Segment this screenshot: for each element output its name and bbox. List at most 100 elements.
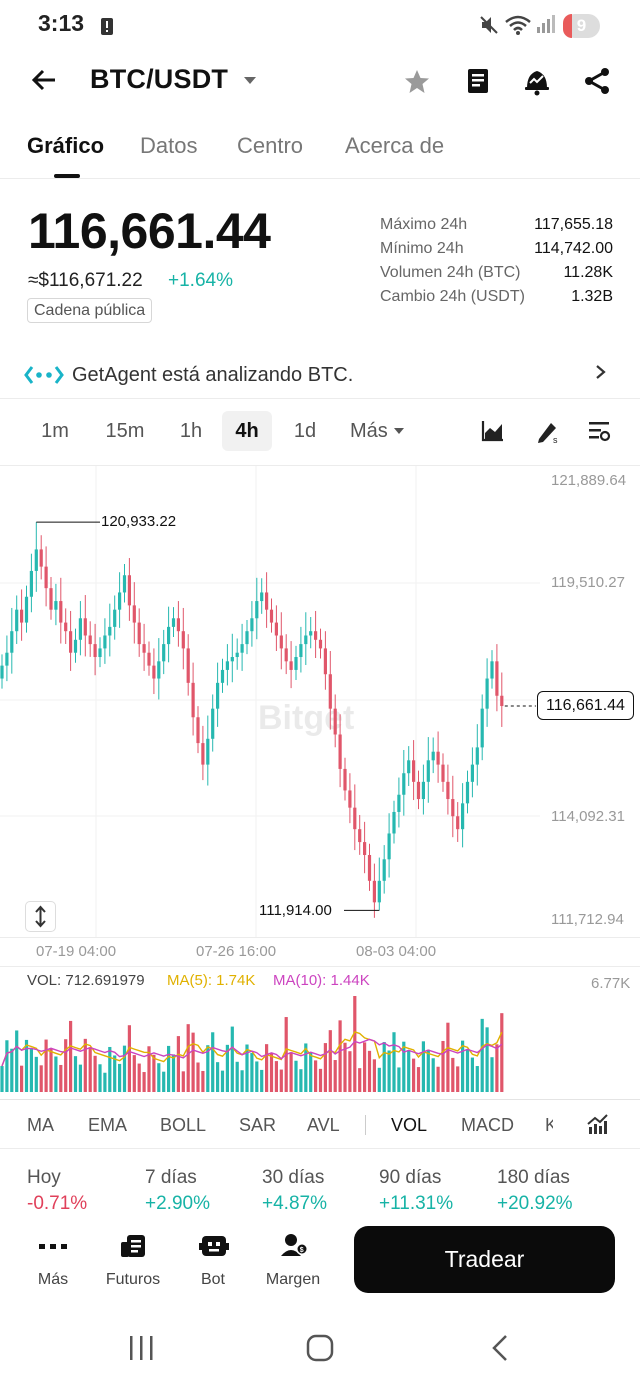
volume-bar	[421, 1041, 425, 1092]
volume-bar	[216, 1062, 220, 1092]
candle-body	[328, 674, 332, 709]
interval-1d[interactable]: 1d	[293, 420, 317, 442]
volume-bar	[500, 1013, 504, 1092]
ma10-line	[1, 1038, 503, 1067]
futures-icon	[119, 1233, 147, 1259]
chevron-right-icon[interactable]	[595, 364, 607, 380]
x-tick-label: 07-19 04:00	[36, 943, 117, 960]
volume-bar	[289, 1052, 293, 1092]
candle-body	[480, 708, 484, 748]
volume-bar	[29, 1048, 33, 1092]
pair-title[interactable]: BTC/USDT	[90, 64, 229, 94]
volume-bar	[387, 1050, 391, 1092]
volume-bar	[113, 1055, 117, 1092]
candle-body	[333, 708, 337, 735]
futures-action-label: Futuros	[105, 1271, 161, 1288]
back-arrow-icon[interactable]	[30, 66, 58, 94]
indicator-boll[interactable]: BOLL	[160, 1115, 207, 1135]
candle-body	[142, 644, 146, 653]
candle-body	[152, 665, 156, 679]
svg-text:$: $	[300, 1247, 304, 1254]
divider	[0, 465, 640, 466]
expand-axis-button[interactable]	[25, 901, 56, 932]
tab-centro[interactable]: Centro	[237, 133, 304, 158]
perf-label-180d: 180 días	[497, 1167, 570, 1188]
trade-button[interactable]: Tradear	[354, 1226, 615, 1293]
usd-price: ≈$116,671.22	[28, 270, 143, 291]
notes-icon[interactable]	[465, 67, 491, 95]
stat-value-turnover: 1.32B	[571, 288, 613, 305]
candle-body	[461, 803, 465, 830]
price-alert-icon[interactable]	[522, 66, 552, 96]
candle-body	[5, 652, 9, 666]
indicator-k[interactable]: K	[545, 1115, 553, 1135]
getagent-icon	[24, 365, 64, 385]
volume-bar	[274, 1061, 278, 1092]
volume-label: VOL: 712.691979	[27, 972, 145, 989]
price-chart[interactable]: Bitget	[0, 466, 640, 938]
status-time: 3:13	[38, 10, 85, 36]
candle-body	[137, 622, 141, 645]
back-nav-icon[interactable]	[488, 1333, 512, 1363]
perf-label-today: Hoy	[27, 1167, 61, 1188]
indicator-ma[interactable]: MA	[27, 1115, 54, 1135]
candle-body	[323, 648, 327, 675]
star-icon[interactable]	[403, 68, 431, 96]
candle-body	[470, 764, 474, 782]
tab-acerca-de[interactable]: Acerca de	[345, 133, 445, 158]
draw-tool-icon[interactable]: s	[535, 419, 561, 445]
candle-body	[171, 618, 176, 627]
candle-body	[78, 618, 82, 640]
volume-bar	[167, 1045, 171, 1092]
volume-bar	[78, 1064, 82, 1092]
volume-bar	[64, 1039, 68, 1092]
mute-icon	[478, 14, 500, 36]
volume-bar	[132, 1055, 136, 1092]
interval-more[interactable]: Más	[350, 420, 388, 442]
candle-body	[191, 682, 195, 718]
interval-1m[interactable]: 1m	[41, 420, 69, 442]
home-icon[interactable]	[305, 1333, 335, 1363]
indicator-ema[interactable]: EMA	[88, 1115, 128, 1135]
tab-grafico[interactable]: Gráfico	[27, 133, 105, 158]
indicator-macd[interactable]: MACD	[461, 1115, 514, 1135]
indicator-vol[interactable]: VOL	[391, 1115, 428, 1135]
candle-body	[436, 751, 440, 765]
volume-bar	[304, 1043, 308, 1092]
divider	[0, 1099, 640, 1100]
divider	[0, 1148, 640, 1149]
chain-badge[interactable]: Cadena pública	[27, 298, 153, 323]
volume-bar	[171, 1054, 176, 1092]
interval-15m[interactable]: 15m	[105, 420, 145, 442]
chevron-down-icon[interactable]	[394, 427, 404, 435]
volume-bar	[93, 1055, 97, 1092]
candle-body	[73, 639, 78, 653]
recent-apps-icon[interactable]	[126, 1333, 156, 1363]
perf-label-30d: 30 días	[262, 1167, 325, 1188]
candle-body	[392, 811, 396, 834]
candle-body	[451, 799, 455, 817]
indicator-settings-icon[interactable]	[586, 1112, 610, 1136]
volume-bar	[490, 1057, 494, 1092]
volume-bar	[348, 1051, 352, 1092]
interval-4h[interactable]: 4h	[235, 420, 259, 442]
indicator-sar[interactable]: SAR	[239, 1115, 277, 1135]
volume-chart[interactable]	[0, 996, 640, 1094]
last-price-marker[interactable]: 116,661.44	[537, 691, 634, 720]
chevron-down-icon[interactable]	[243, 76, 257, 86]
chart-type-icon[interactable]	[481, 419, 505, 443]
tab-datos[interactable]: Datos	[140, 133, 198, 158]
candle-body	[294, 657, 298, 670]
bot-action-label: Bot	[200, 1271, 225, 1288]
candle-body	[206, 738, 210, 765]
candle-body	[358, 829, 362, 843]
chart-settings-icon[interactable]	[587, 419, 611, 443]
volume-bar	[338, 1020, 342, 1092]
interval-1h[interactable]: 1h	[179, 420, 203, 442]
volume-bar	[314, 1060, 318, 1092]
share-icon[interactable]	[583, 67, 611, 95]
candle-body	[284, 648, 288, 662]
indicator-avl[interactable]: AVL	[307, 1115, 340, 1135]
candle-body	[59, 601, 63, 623]
volume-bar	[328, 1030, 332, 1092]
